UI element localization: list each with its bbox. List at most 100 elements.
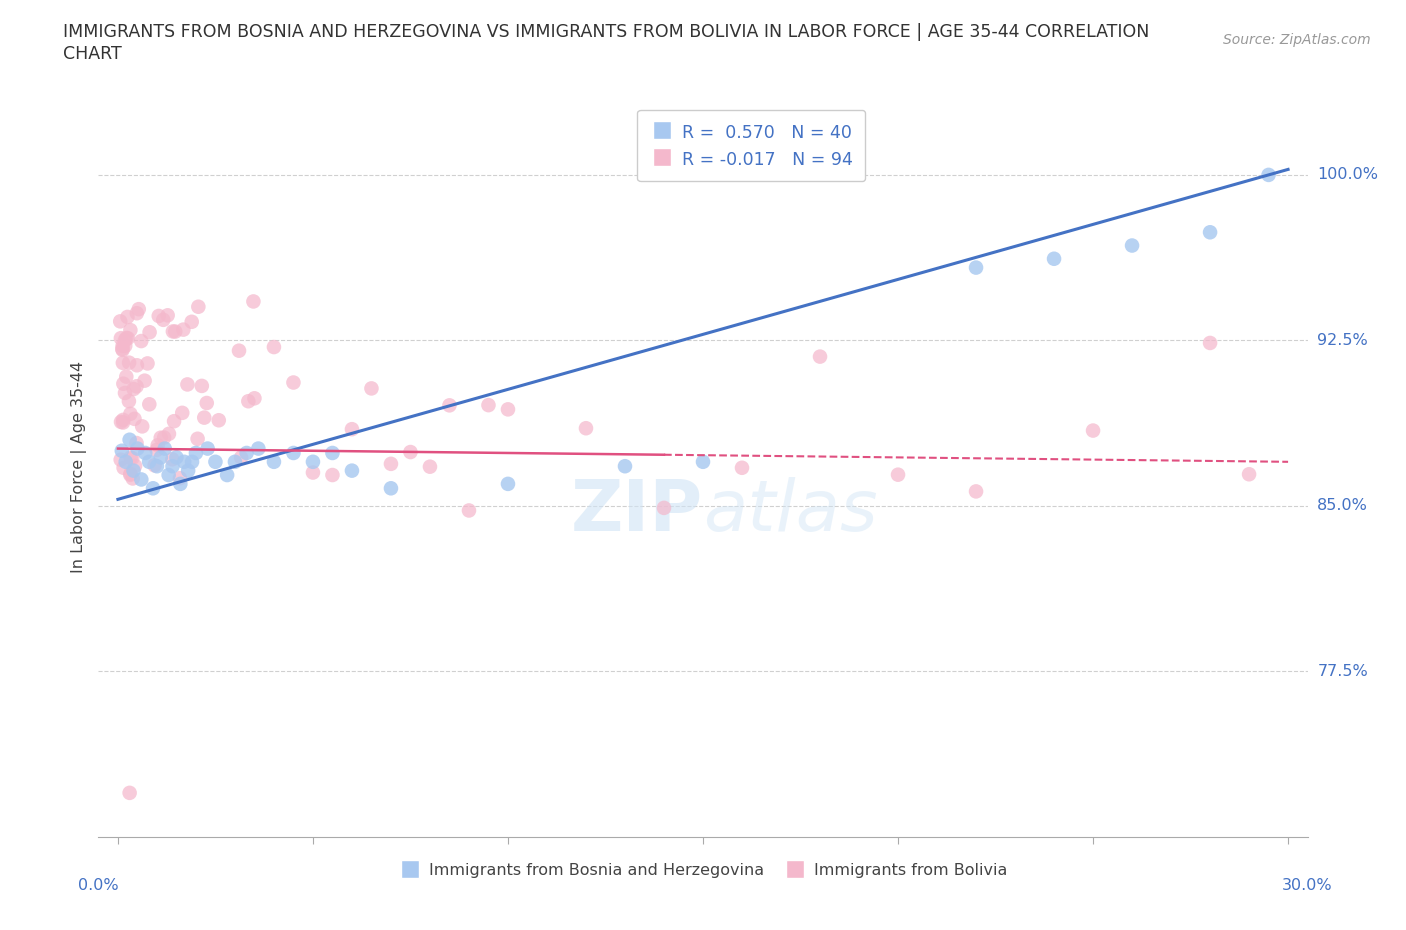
Point <box>120 323 142 338</box>
Point <box>120 466 142 481</box>
Point <box>146 438 169 453</box>
Point <box>1237 467 1260 482</box>
Point <box>283 375 305 390</box>
Point <box>124 458 146 473</box>
Point <box>120 450 142 465</box>
Text: 30.0%: 30.0% <box>1282 878 1333 893</box>
Point <box>1257 167 1279 182</box>
Point <box>118 786 141 801</box>
Point <box>235 445 257 460</box>
Point <box>173 455 195 470</box>
Point <box>197 441 219 456</box>
Point <box>117 310 139 325</box>
Point <box>176 377 198 392</box>
Point <box>419 459 441 474</box>
Point <box>195 395 218 410</box>
Point <box>477 398 499 413</box>
Point <box>1081 423 1104 438</box>
Point <box>162 458 184 473</box>
Point <box>142 481 165 496</box>
Point <box>121 471 143 485</box>
Point <box>125 435 148 450</box>
Point <box>887 467 910 482</box>
Point <box>340 463 363 478</box>
Point <box>146 458 169 473</box>
Point <box>187 432 209 446</box>
Point <box>208 413 231 428</box>
Point <box>242 294 264 309</box>
Point <box>731 460 754 475</box>
Point <box>111 339 134 353</box>
Point <box>153 430 176 445</box>
Point <box>149 431 172 445</box>
Point <box>115 330 138 345</box>
Text: CHART: CHART <box>63 45 122 62</box>
Point <box>340 421 363 436</box>
Point <box>614 458 637 473</box>
Point <box>131 472 153 487</box>
Text: Source: ZipAtlas.com: Source: ZipAtlas.com <box>1223 33 1371 46</box>
Point <box>120 468 142 483</box>
Point <box>127 441 149 456</box>
Point <box>228 343 250 358</box>
Point <box>224 455 246 470</box>
Point <box>134 373 156 388</box>
Point <box>808 349 831 364</box>
Point <box>243 391 266 405</box>
Point <box>163 414 186 429</box>
Point <box>112 415 135 430</box>
Point <box>229 450 252 465</box>
Point <box>965 260 987 275</box>
Point <box>302 465 325 480</box>
Point <box>692 455 714 470</box>
Point <box>145 443 167 458</box>
Point <box>114 339 136 353</box>
Point <box>138 397 160 412</box>
Point <box>157 426 180 441</box>
Point <box>115 369 138 384</box>
Point <box>172 405 194 420</box>
Point <box>122 381 145 396</box>
Point <box>134 445 156 460</box>
Point <box>125 306 148 321</box>
Point <box>114 386 136 401</box>
Point <box>496 402 519 417</box>
Point <box>157 468 180 483</box>
Point <box>321 445 343 460</box>
Point <box>122 463 145 478</box>
Text: ZIP: ZIP <box>571 477 703 546</box>
Text: IMMIGRANTS FROM BOSNIA AND HERZEGOVINA VS IMMIGRANTS FROM BOLIVIA IN LABOR FORCE: IMMIGRANTS FROM BOSNIA AND HERZEGOVINA V… <box>63 23 1150 41</box>
Point <box>496 476 519 491</box>
Point <box>131 418 153 433</box>
Point <box>263 455 285 470</box>
Point <box>187 299 209 314</box>
Point <box>124 411 146 426</box>
Point <box>217 468 239 483</box>
Point <box>1043 251 1066 266</box>
Point <box>191 379 214 393</box>
Point <box>128 301 150 316</box>
Point <box>118 355 141 370</box>
Point <box>177 463 200 478</box>
Point <box>283 445 305 460</box>
Point <box>111 355 134 370</box>
Text: atlas: atlas <box>703 477 877 546</box>
Point <box>238 393 260 408</box>
Point <box>165 325 187 339</box>
Point <box>120 406 142 421</box>
Text: 0.0%: 0.0% <box>79 878 118 893</box>
Text: 100.0%: 100.0% <box>1317 167 1378 182</box>
Text: 77.5%: 77.5% <box>1317 664 1368 679</box>
Point <box>184 445 207 460</box>
Point <box>136 356 159 371</box>
Point <box>575 420 598 435</box>
Point <box>110 331 132 346</box>
Point <box>1199 336 1222 351</box>
Point <box>111 342 134 357</box>
Point <box>247 441 270 456</box>
Point <box>114 333 136 348</box>
Point <box>458 503 481 518</box>
Point <box>121 451 143 466</box>
Point <box>125 358 148 373</box>
Point <box>360 381 382 396</box>
